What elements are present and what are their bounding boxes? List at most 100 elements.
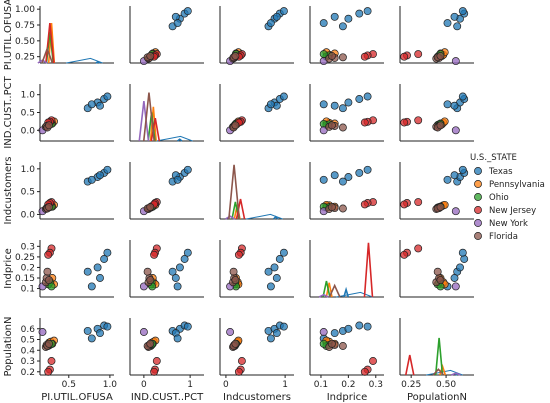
point-new-jersey-0 bbox=[47, 357, 56, 365]
panel-r3-c4 bbox=[399, 240, 474, 298]
legend-marker-new-jersey bbox=[474, 206, 482, 214]
point-new-york-0 bbox=[451, 207, 460, 216]
panel-r4-c1: 0 1 IND.CUST..PCT bbox=[129, 318, 204, 403]
y-tick-label: 0.1 bbox=[21, 285, 35, 295]
legend-label-ohio: Ohio bbox=[489, 193, 509, 203]
panel-r3-c0: 0.10.150.20.250.3 Indprice bbox=[3, 240, 114, 298]
density-texas bbox=[95, 60, 101, 64]
point-new-jersey-2 bbox=[400, 118, 409, 127]
y-tick-label: 0.50 bbox=[15, 37, 35, 47]
point-new-york-0 bbox=[451, 126, 460, 135]
panel-r2-c1 bbox=[129, 162, 204, 220]
point-new-york-0 bbox=[139, 328, 148, 336]
point-texas-5 bbox=[87, 282, 96, 291]
point-texas-3 bbox=[103, 322, 112, 331]
point-florida-3 bbox=[146, 203, 155, 212]
point-texas-1 bbox=[456, 263, 464, 272]
point-new-york-0 bbox=[319, 126, 328, 135]
point-new-jersey-2 bbox=[360, 52, 369, 61]
point-texas-1 bbox=[344, 173, 353, 181]
point-texas-5 bbox=[319, 19, 328, 28]
point-new-jersey-0 bbox=[414, 244, 423, 253]
point-new-jersey-0 bbox=[152, 357, 161, 365]
y-tick-label: 0.75 bbox=[15, 21, 35, 31]
point-texas-2 bbox=[355, 95, 364, 103]
x-tick-label: 1 bbox=[282, 380, 288, 390]
panel-r1-c3 bbox=[309, 84, 384, 142]
y-tick-label: 0.3 bbox=[21, 357, 35, 367]
point-florida-3 bbox=[231, 121, 240, 130]
point-florida-2 bbox=[338, 123, 347, 132]
point-texas-5 bbox=[443, 100, 452, 109]
point-new-jersey-2 bbox=[400, 200, 409, 209]
point-florida-3 bbox=[45, 339, 53, 348]
density-broad-texas bbox=[246, 213, 283, 220]
y-tick-label: 0.2 bbox=[21, 263, 35, 273]
point-texas-4 bbox=[330, 101, 339, 110]
point-texas-0 bbox=[168, 267, 177, 276]
y-tick-label: 0.5 bbox=[21, 188, 35, 198]
x-axis-label-2: Indcustomers bbox=[223, 392, 291, 403]
panel-r0-c3 bbox=[309, 6, 384, 66]
point-texas-5 bbox=[173, 175, 182, 184]
point-texas-1 bbox=[175, 263, 184, 272]
density-florida bbox=[228, 164, 241, 220]
point-texas-1 bbox=[344, 14, 353, 23]
point-new-jersey-2 bbox=[44, 250, 53, 259]
point-florida-3 bbox=[327, 121, 336, 130]
point-new-jersey-2 bbox=[234, 250, 243, 259]
legend-marker-new-york bbox=[474, 219, 482, 227]
point-florida-3 bbox=[45, 276, 53, 285]
point-florida-3 bbox=[436, 121, 445, 130]
point-texas-4 bbox=[272, 329, 281, 338]
x-tick-label: 0.1 bbox=[314, 380, 328, 390]
panel-r2-c0: 0.0 0.5 1.0 Indcustomers bbox=[3, 157, 114, 225]
point-texas-3 bbox=[458, 7, 467, 16]
point-florida-3 bbox=[327, 339, 336, 348]
density-broad-texas bbox=[66, 57, 103, 64]
y-tick-label: 1.0 bbox=[21, 91, 36, 101]
point-texas-4 bbox=[330, 12, 339, 21]
point-texas-5 bbox=[319, 100, 328, 109]
point-texas-3 bbox=[363, 92, 372, 101]
point-texas-1 bbox=[270, 263, 279, 272]
point-texas-2 bbox=[275, 255, 284, 263]
point-new-jersey-2 bbox=[400, 52, 409, 61]
y-axis-label-1: IND.CUST..PCT bbox=[3, 75, 14, 148]
point-texas-4 bbox=[96, 171, 104, 180]
point-texas-4 bbox=[450, 171, 459, 180]
point-texas-5 bbox=[87, 175, 96, 184]
point-texas-4 bbox=[96, 329, 104, 338]
panel-r2-c2 bbox=[219, 162, 294, 220]
x-tick-label: 0.2 bbox=[341, 380, 355, 390]
point-texas-2 bbox=[355, 168, 364, 177]
point-texas-2 bbox=[100, 255, 109, 263]
point-texas-4 bbox=[450, 274, 459, 282]
y-axis-label-2: Indcustomers bbox=[3, 157, 14, 225]
point-texas-5 bbox=[173, 19, 182, 28]
point-texas-5 bbox=[443, 175, 452, 184]
point-texas-5 bbox=[87, 100, 96, 109]
point-florida-2 bbox=[338, 342, 347, 350]
legend-marker-ohio bbox=[474, 193, 482, 201]
point-texas-4 bbox=[272, 12, 281, 21]
density-florida bbox=[432, 368, 445, 376]
point-new-york-0 bbox=[451, 57, 460, 66]
point-florida-3 bbox=[231, 52, 240, 60]
point-texas-3 bbox=[279, 322, 288, 331]
legend-label-pennsylvania: Pennsylvania bbox=[489, 180, 545, 190]
point-new-jersey-0 bbox=[237, 357, 246, 365]
panel-r1-c0: 0.0 0.5 1.0 IND.CUST..PCT bbox=[3, 75, 114, 149]
point-texas-3 bbox=[103, 165, 112, 174]
density-ohio bbox=[434, 337, 444, 376]
panel-r1-c4 bbox=[399, 84, 474, 142]
point-new-jersey-2 bbox=[400, 250, 409, 259]
point-florida-2 bbox=[338, 204, 347, 213]
point-texas-5 bbox=[443, 19, 452, 28]
point-texas-4 bbox=[96, 101, 104, 110]
density-new-jersey bbox=[404, 354, 415, 376]
legend-title: U.S._STATE bbox=[470, 153, 517, 163]
density-broad-texas bbox=[156, 135, 193, 142]
density-texas bbox=[177, 138, 183, 142]
